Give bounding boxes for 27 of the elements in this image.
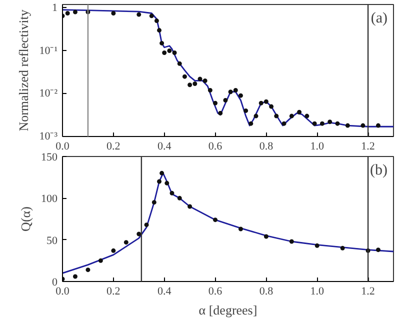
y-tick-label: 150 — [41, 152, 58, 164]
y-axis-title: Q(α) — [18, 206, 33, 232]
x-tick-label: 0.0 — [56, 286, 70, 298]
y-tick-label: 1 — [52, 2, 58, 14]
x-tick-label: 0.6 — [208, 140, 223, 152]
y-tick-label: 10⁻¹ — [39, 44, 58, 57]
x-axis-title: α [degrees] — [198, 302, 258, 318]
x-tick-label: 0.2 — [106, 140, 120, 152]
x-tick-label: 0.4 — [157, 286, 172, 298]
x-tick-label: 0.8 — [259, 140, 274, 152]
y-tick-label: 0 — [52, 276, 58, 288]
y-tick-label: 100 — [41, 193, 58, 206]
annotation: (b) — [370, 162, 388, 178]
x-tick-label: 0.2 — [106, 286, 120, 298]
x-tick-label: 0.8 — [259, 286, 274, 298]
y-tick-label: 50 — [46, 234, 58, 247]
x-tick-label: 0.6 — [208, 286, 223, 298]
annotation: (a) — [370, 10, 388, 26]
x-tick-label: 0.4 — [157, 140, 172, 152]
x-tick-label: 0.0 — [56, 140, 70, 152]
y-tick-label: 10⁻³ — [39, 130, 58, 142]
x-tick-label: 1.0 — [310, 140, 324, 152]
x-tick-label: 1.2 — [361, 140, 375, 152]
y-axis-title: Normalized reflectivity — [16, 9, 32, 132]
x-tick-label: 1.2 — [361, 286, 375, 298]
y-tick-label: 10⁻² — [39, 88, 58, 100]
x-tick-label: 1.0 — [310, 286, 324, 298]
